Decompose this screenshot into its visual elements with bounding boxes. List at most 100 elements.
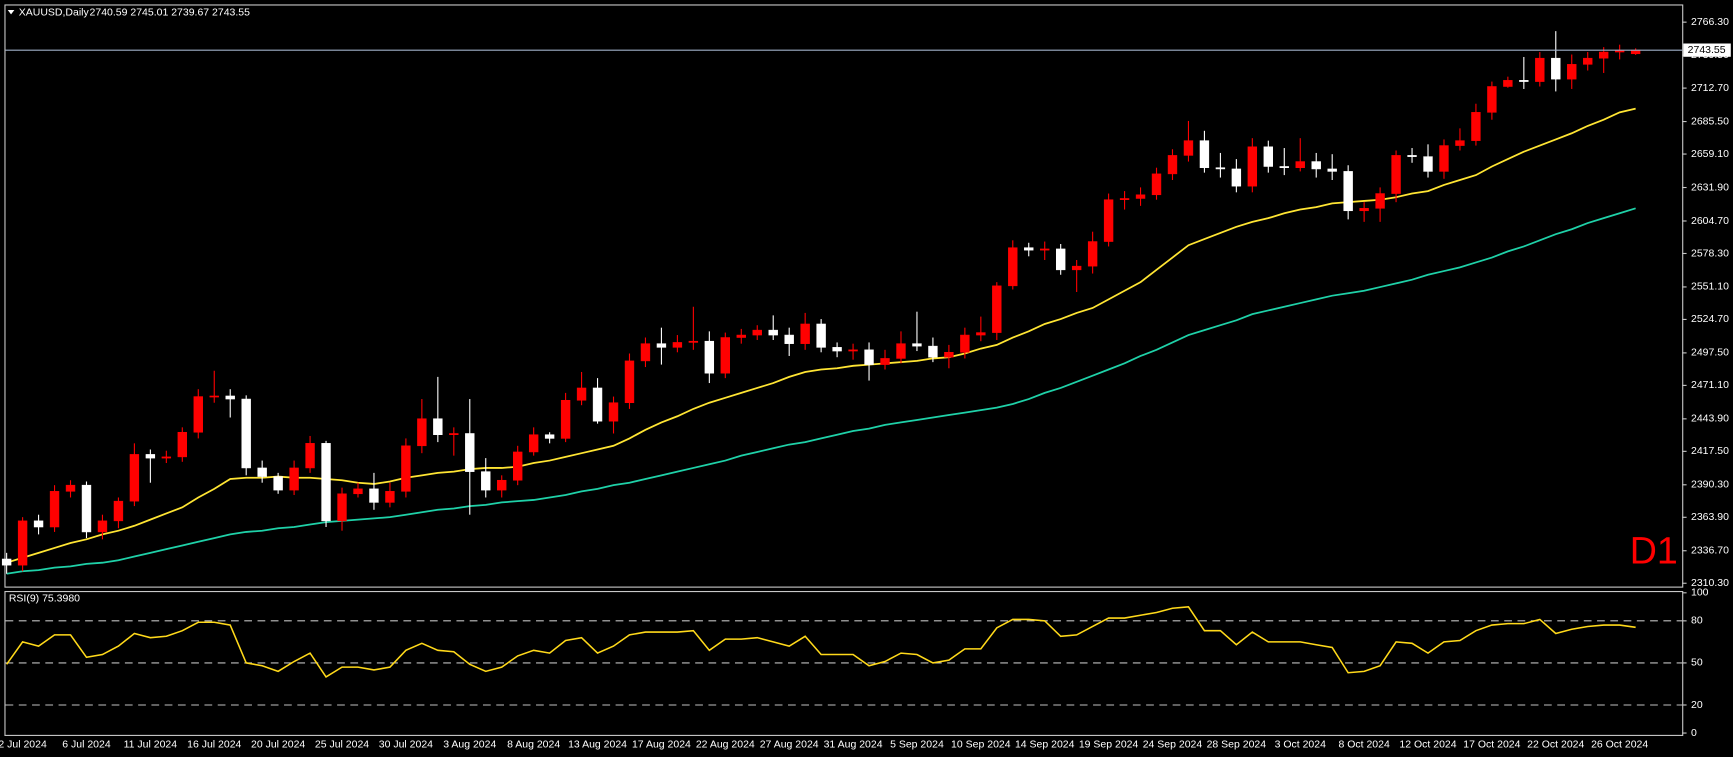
candle-body <box>880 358 890 365</box>
x-tick-label: 2 Jul 2024 <box>0 739 47 751</box>
candle-body <box>1071 265 1082 271</box>
x-tick-label: 24 Sep 2024 <box>1143 739 1203 751</box>
candle-body <box>1103 199 1114 242</box>
y-tick-label: 2471.10 <box>1691 379 1729 391</box>
candle-body <box>273 476 283 491</box>
candle-body <box>720 337 731 374</box>
candle-body <box>1535 57 1545 82</box>
moving-average <box>6 207 1636 575</box>
x-tick-label: 20 Jul 2024 <box>251 739 305 751</box>
y-tick-label: 100 <box>1691 587 1709 599</box>
main-frame <box>4 4 1684 588</box>
x-tick-label: 3 Oct 2024 <box>1275 739 1326 751</box>
candle-body <box>33 520 44 528</box>
candle-body <box>1598 51 1609 59</box>
candle-body <box>1263 146 1274 167</box>
candle-body <box>672 342 683 348</box>
timeframe-label: D1 <box>1630 529 1678 571</box>
candle-body <box>1279 166 1289 168</box>
candle-body <box>1024 247 1034 251</box>
candle-body <box>784 334 794 344</box>
y-tick-label: 2659.10 <box>1691 148 1729 160</box>
candle-body <box>1040 248 1050 251</box>
candle-body <box>1087 241 1098 267</box>
candle-body <box>1407 155 1417 157</box>
candle-body <box>1055 248 1066 271</box>
y-tick-label: 2310.30 <box>1691 577 1729 589</box>
candle-body <box>752 329 762 336</box>
candle-body <box>1008 247 1018 287</box>
candle-body <box>1167 155 1178 175</box>
ohlc-readout: 2740.59 2745.01 2739.67 2743.55 <box>90 7 251 19</box>
candle-body <box>624 360 635 404</box>
candle-body <box>1199 140 1210 168</box>
candle-body <box>1135 194 1146 199</box>
y-tick-label: 2712.70 <box>1691 82 1729 94</box>
candle-body <box>193 396 203 433</box>
candle-body <box>912 343 922 347</box>
candle-body <box>433 418 443 436</box>
candle-body <box>369 488 379 503</box>
y-tick-label: 2336.70 <box>1691 545 1729 557</box>
x-tick-label: 5 Sep 2024 <box>890 739 944 751</box>
candle-body <box>49 491 60 528</box>
candle-body <box>592 387 603 422</box>
y-tick-label: 80 <box>1691 615 1703 627</box>
x-tick-label: 19 Sep 2024 <box>1079 739 1139 751</box>
y-tick-label: 2390.30 <box>1691 479 1729 491</box>
x-tick-label: 30 Jul 2024 <box>379 739 433 751</box>
candle-body <box>768 329 778 336</box>
candle-body <box>528 434 539 453</box>
y-tick-label: 2497.50 <box>1691 347 1729 359</box>
candle-body <box>337 493 347 522</box>
x-tick-label: 26 Oct 2024 <box>1591 739 1648 751</box>
x-tick-label: 25 Jul 2024 <box>315 739 369 751</box>
y-tick-label: 2363.90 <box>1691 511 1729 523</box>
menu-arrow[interactable] <box>7 9 15 15</box>
y-tick-label: 2685.50 <box>1691 115 1729 127</box>
x-tick-label: 6 Jul 2024 <box>62 739 111 751</box>
x-tick-label: 31 Aug 2024 <box>824 739 883 751</box>
y-tick-label: 50 <box>1691 657 1703 669</box>
rsi-line <box>6 606 1636 679</box>
candle-body <box>1151 173 1162 196</box>
x-tick-label: 10 Sep 2024 <box>951 739 1011 751</box>
candle-body <box>736 334 746 338</box>
candle-body <box>1247 146 1258 187</box>
candle-body <box>976 332 986 336</box>
candle-body <box>225 395 235 400</box>
candle-body <box>928 345 938 358</box>
candle-body <box>65 484 76 492</box>
candle-body <box>129 454 140 502</box>
candle-body <box>1391 155 1401 194</box>
x-tick-label: 22 Aug 2024 <box>696 739 755 751</box>
candle-body <box>960 334 970 353</box>
candle-body <box>864 349 874 365</box>
candle-body <box>1 558 12 566</box>
candle-body <box>257 467 267 477</box>
candle-body <box>944 352 954 358</box>
candle-body <box>305 443 315 469</box>
y-tick-label: 2578.30 <box>1691 247 1729 259</box>
candle-body <box>640 343 651 362</box>
candle-body <box>1343 171 1353 212</box>
x-tick-label: 3 Aug 2024 <box>443 739 496 751</box>
candle-body <box>1215 167 1226 170</box>
rsi-title: RSI(9) 75.3980 <box>9 593 80 605</box>
x-tick-label: 12 Oct 2024 <box>1399 739 1456 751</box>
candle-body <box>1119 198 1130 200</box>
candle-body <box>385 491 395 503</box>
candle-body <box>1503 80 1513 87</box>
candle-body <box>17 520 28 566</box>
candle-body <box>401 445 411 492</box>
candle-body <box>417 418 427 447</box>
candle-body <box>481 471 491 491</box>
x-tick-label: 8 Aug 2024 <box>507 739 560 751</box>
y-tick-label: 0 <box>1691 727 1697 739</box>
candle-body <box>560 399 571 439</box>
candle-body <box>848 349 858 352</box>
candle-body <box>656 343 667 348</box>
x-tick-label: 14 Sep 2024 <box>1015 739 1075 751</box>
y-tick-label: 2524.70 <box>1691 313 1729 325</box>
x-tick-label: 28 Sep 2024 <box>1207 739 1267 751</box>
